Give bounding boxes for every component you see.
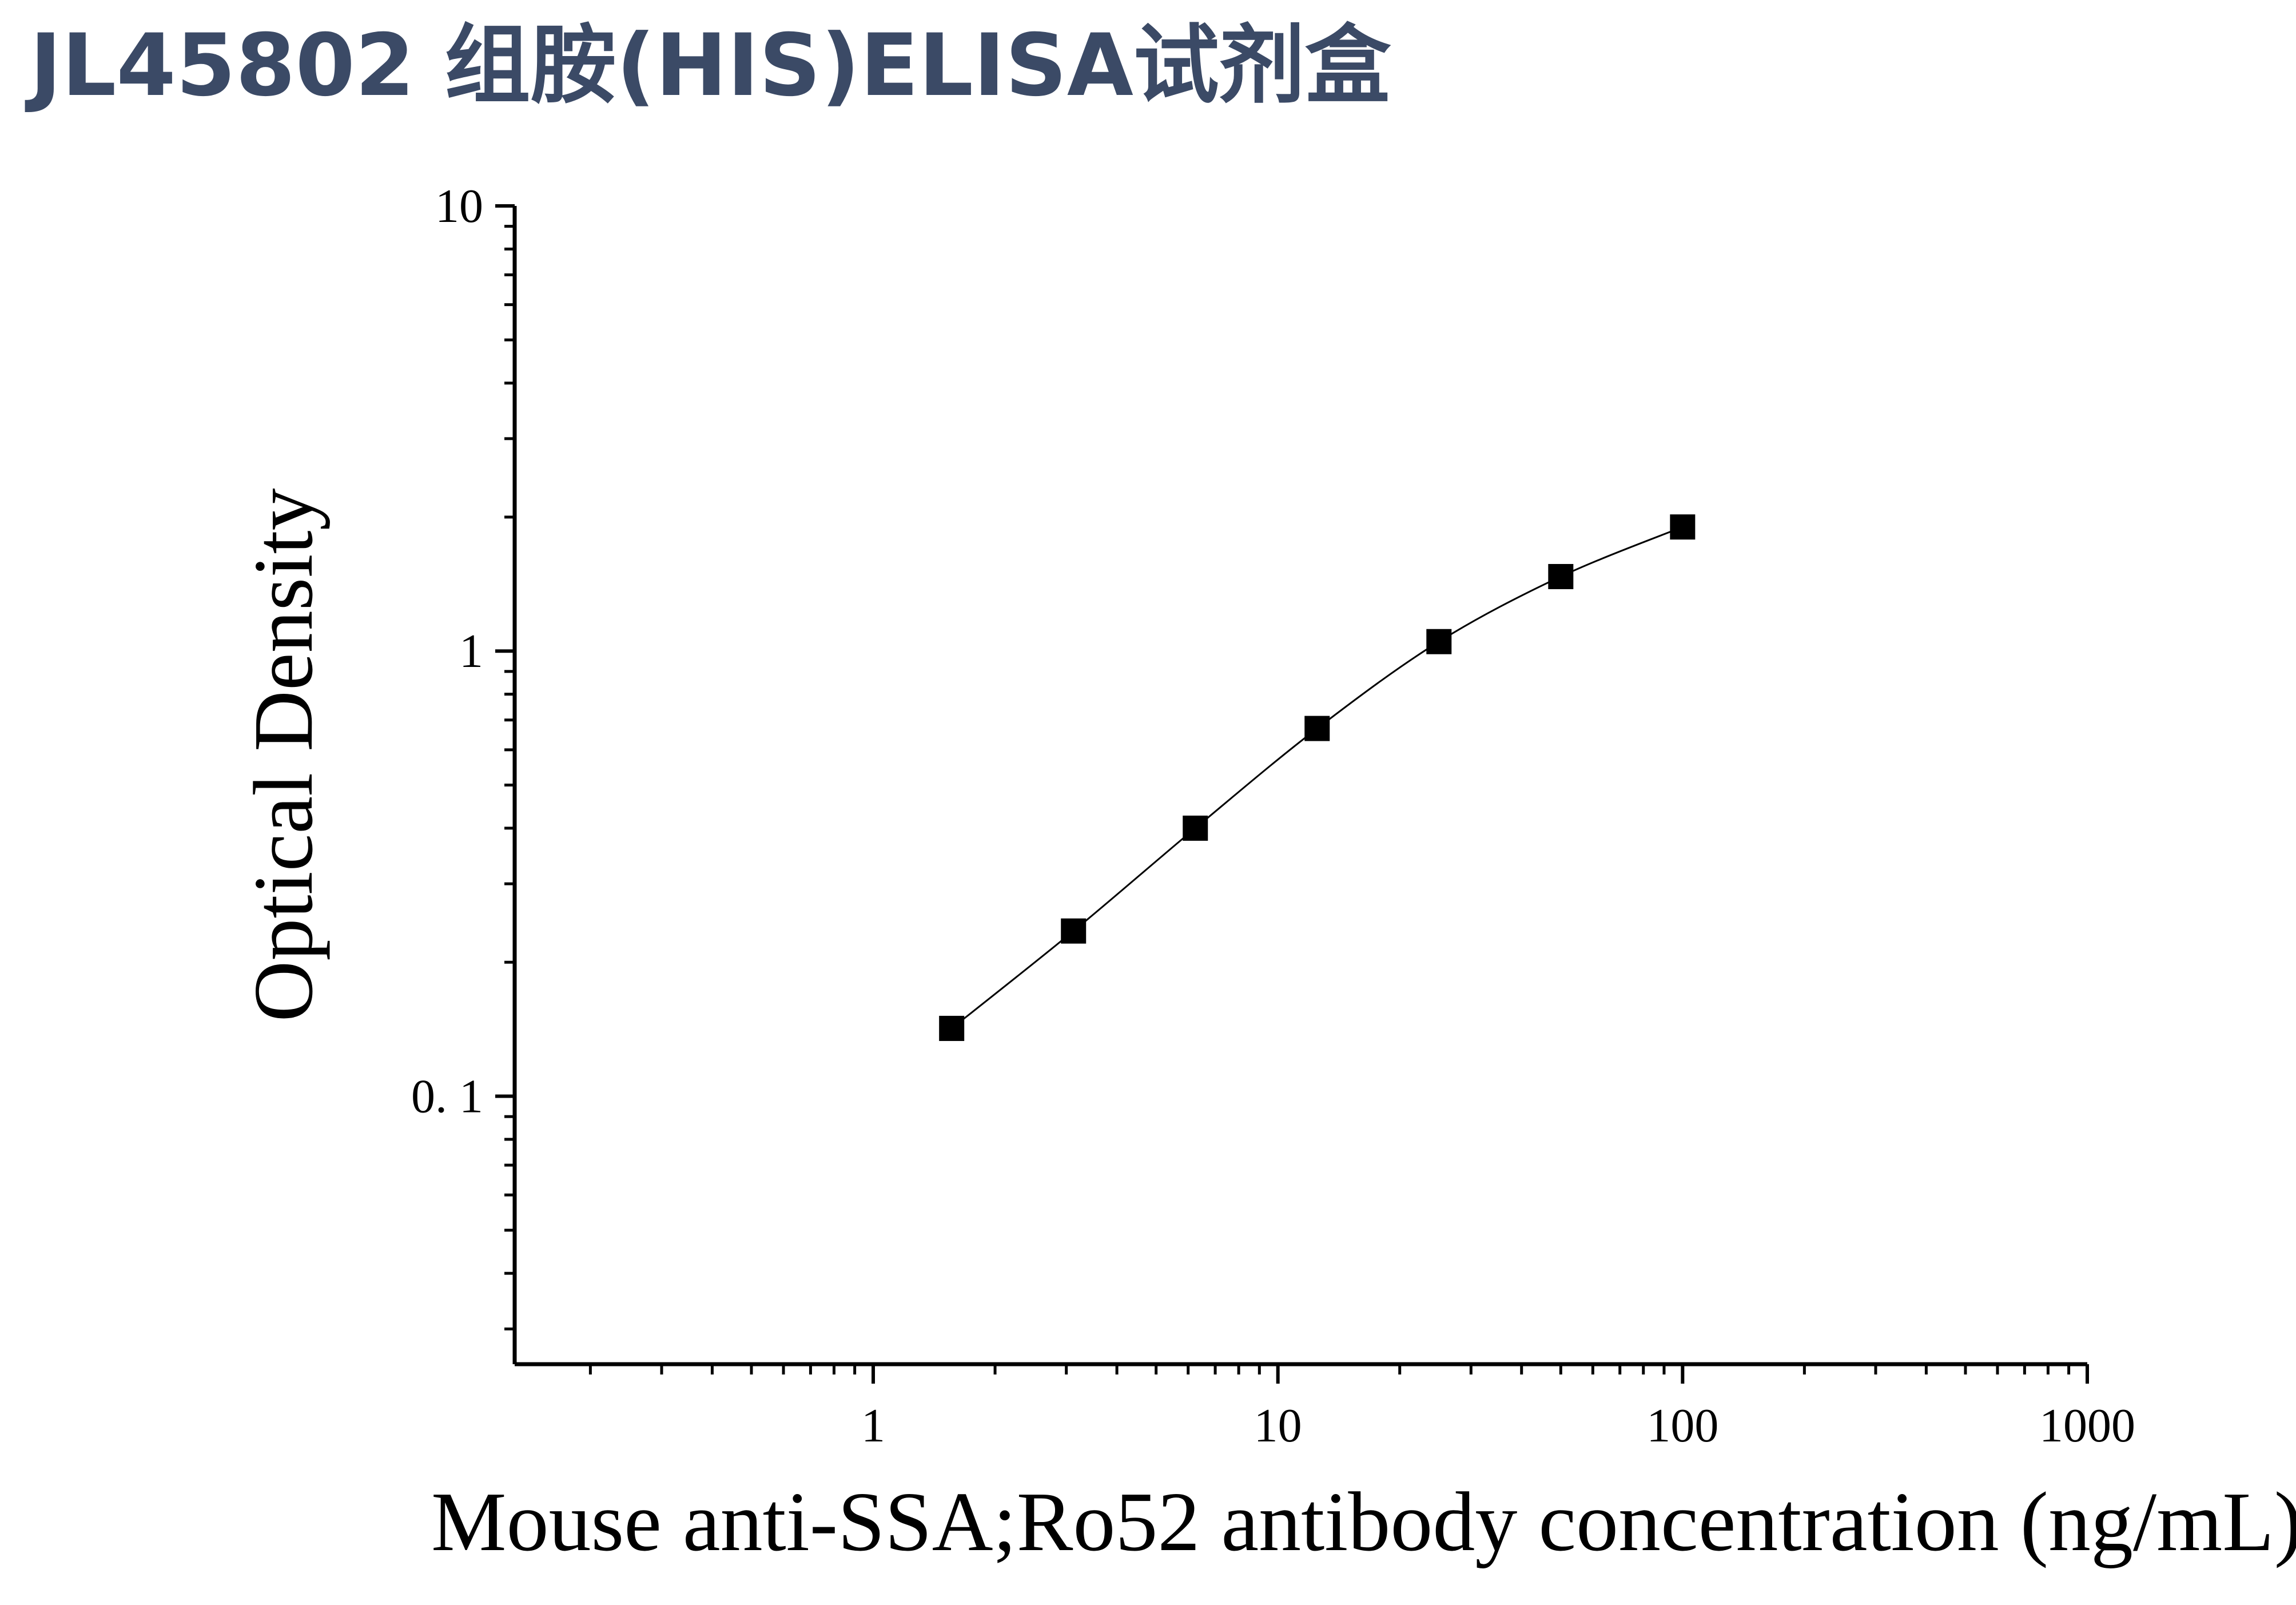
page-title: JL45802 组胺(HIS)ELISA试剂盒 <box>30 16 1391 116</box>
x-tick-label: 100 <box>1646 1399 1718 1452</box>
y-tick-label: 0. 1 <box>411 1070 483 1123</box>
data-point <box>1670 514 1696 540</box>
data-point <box>1183 815 1208 841</box>
x-tick-label: 1000 <box>2039 1399 2135 1452</box>
x-tick-label: 1 <box>861 1399 885 1452</box>
fit-curve <box>951 526 1683 1030</box>
data-point <box>1061 918 1087 944</box>
data-point <box>1426 629 1452 654</box>
chart-tick-labels: 1 10 100 1000 0. 1 1 10 <box>411 180 2135 1452</box>
data-point <box>939 1015 965 1041</box>
chart-axes <box>512 206 2087 1366</box>
data-point <box>1304 716 1330 741</box>
y-tick-label: 1 <box>459 625 483 678</box>
x-tick-label: 10 <box>1254 1399 1302 1452</box>
chart-ticks <box>495 204 2089 1384</box>
data-point <box>1548 564 1574 590</box>
y-tick-label: 10 <box>435 180 483 233</box>
y-axis-label: Optical Density <box>237 488 331 1022</box>
data-markers <box>939 514 1696 1041</box>
x-axis-label: Mouse anti-SSA;Ro52 antibody concentrati… <box>431 1475 2296 1569</box>
